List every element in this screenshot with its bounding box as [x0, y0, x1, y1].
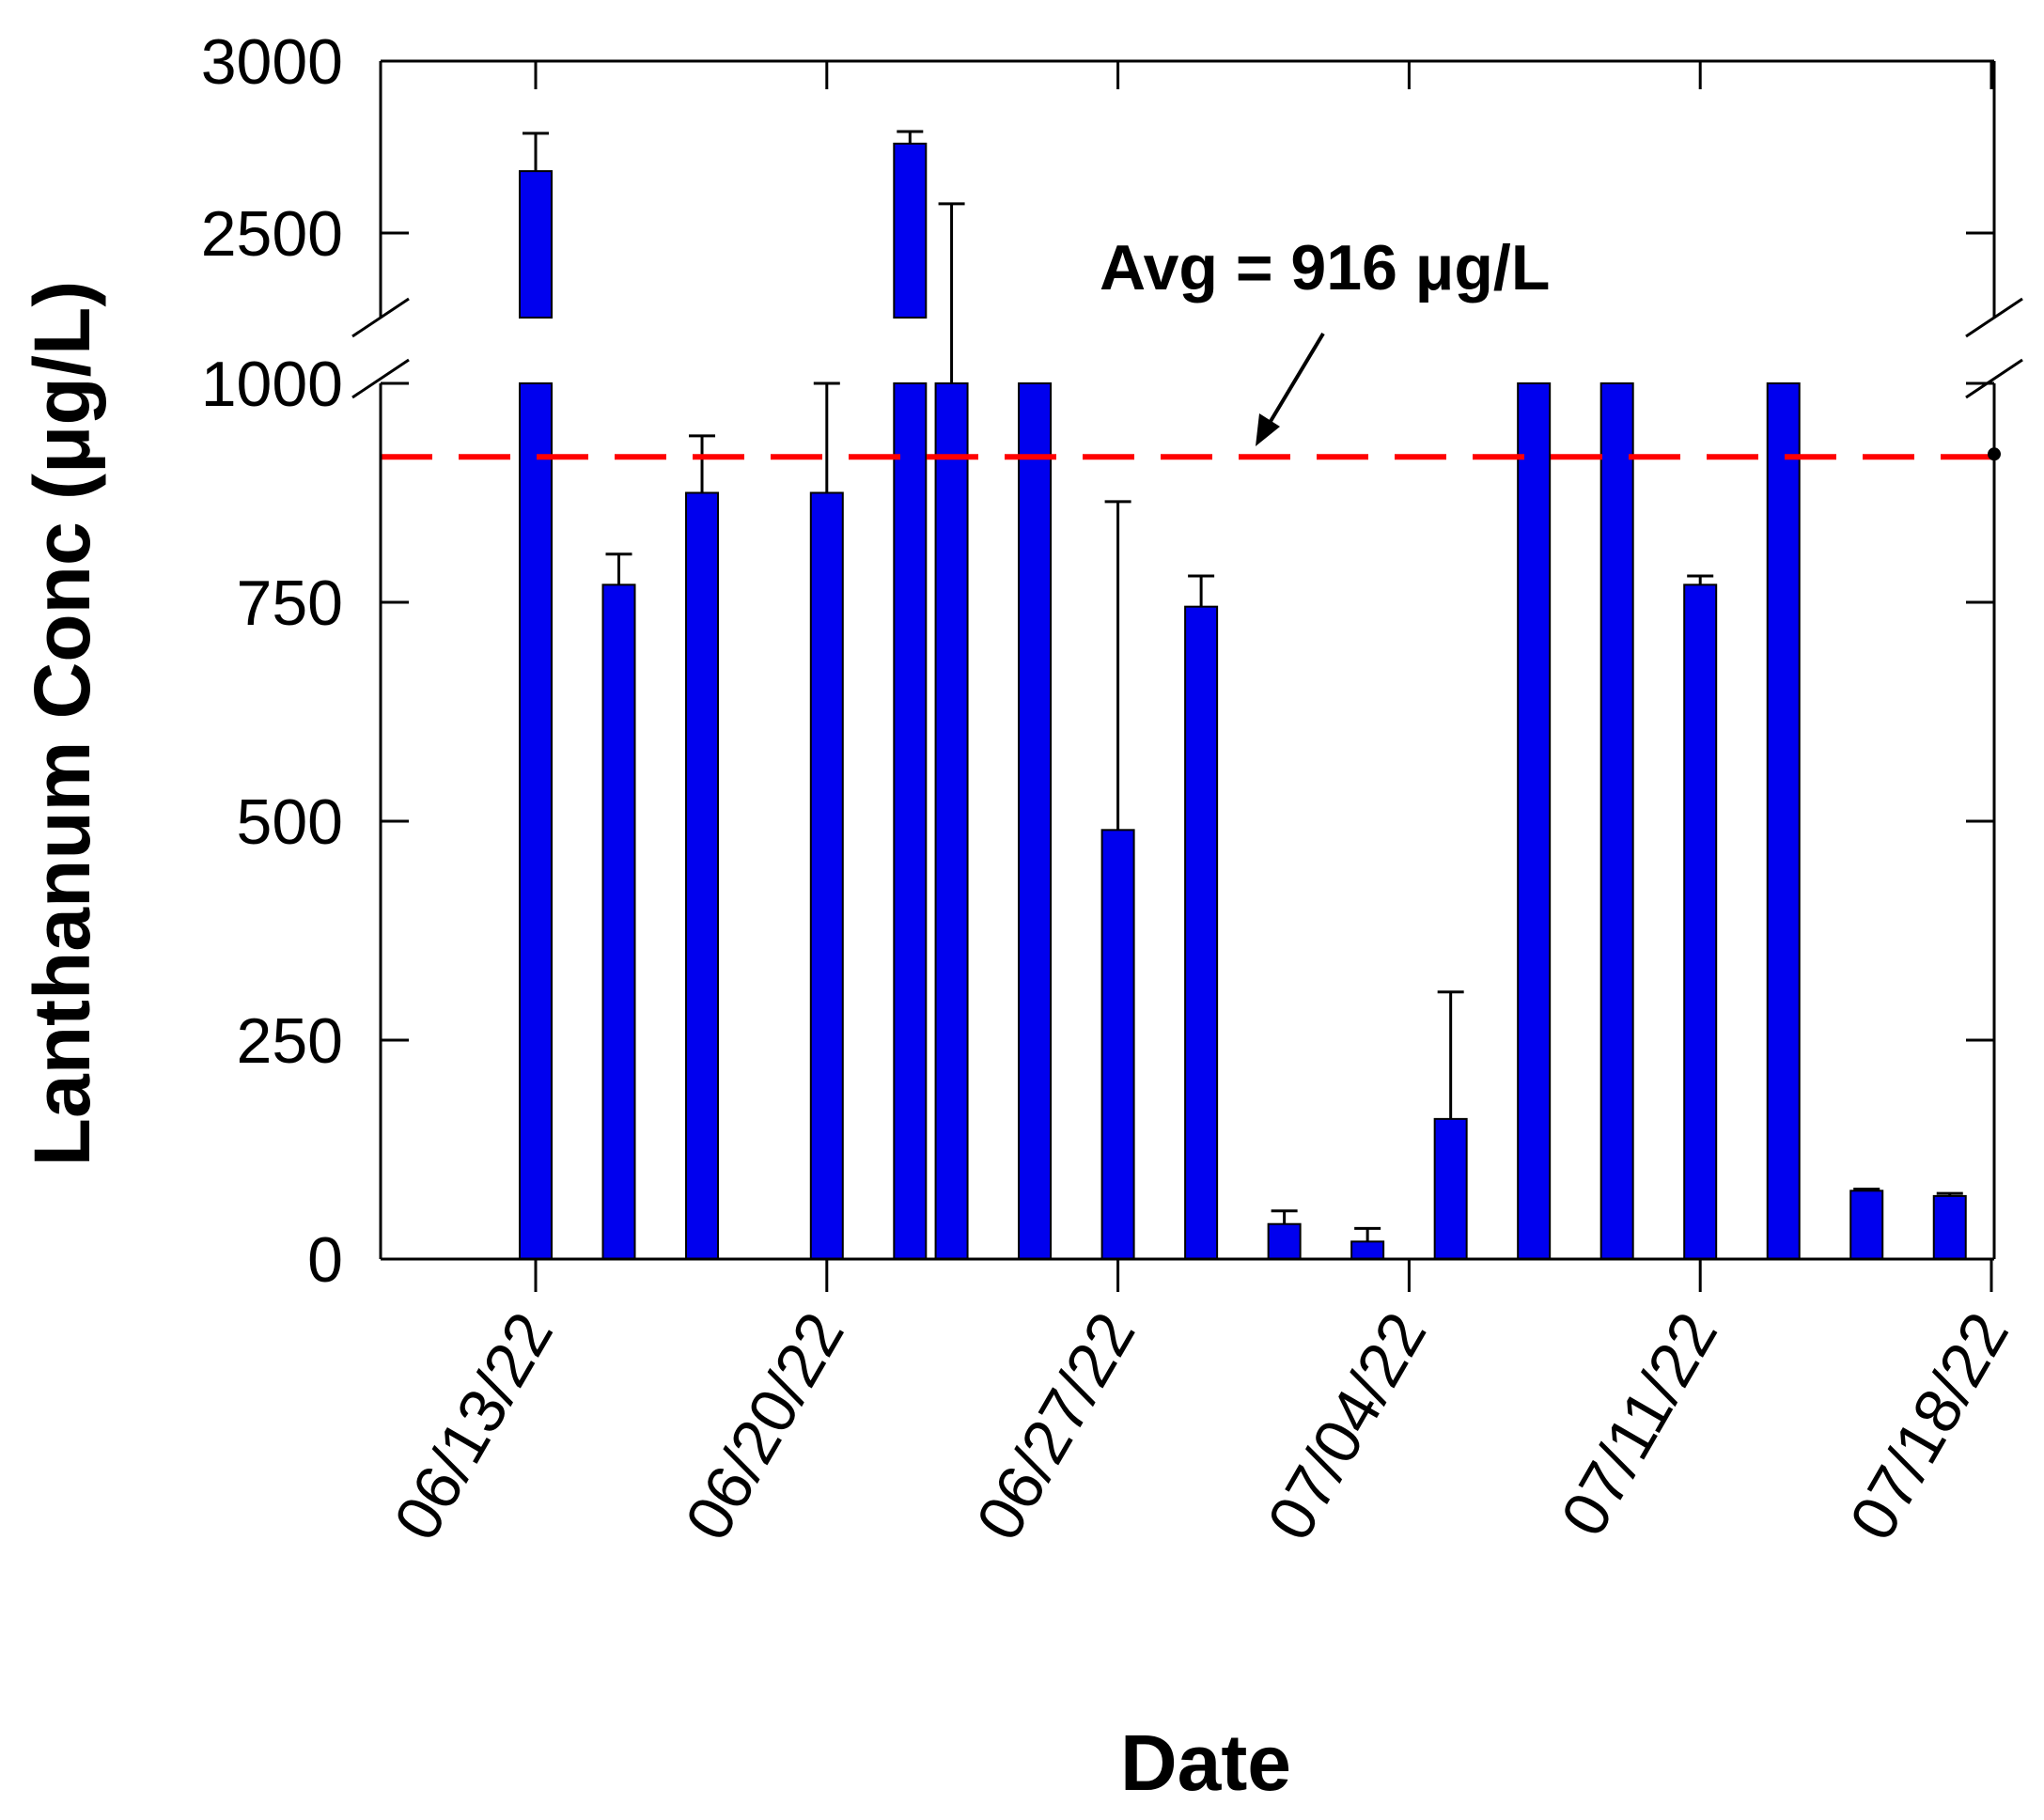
bar — [1766, 382, 1801, 1260]
bar-upper-segment — [519, 170, 553, 319]
average-line-layer — [381, 332, 2001, 461]
axis-break-mark — [351, 358, 410, 399]
average-annotation: Avg = 916 μg/L — [1100, 232, 1550, 303]
bar — [1599, 382, 1634, 1260]
bar — [934, 382, 969, 1260]
error-bars-layer — [523, 130, 1963, 1242]
bar — [809, 491, 844, 1260]
y-tick-label: 2500 — [201, 198, 343, 270]
y-axis-title: Lanthanum Conc (μg/L) — [18, 281, 106, 1167]
axis-break-mark — [1965, 297, 2023, 338]
bar — [1018, 382, 1053, 1260]
y-tick-label: 3000 — [201, 26, 343, 98]
bar — [1433, 1117, 1468, 1260]
bar — [1350, 1240, 1385, 1260]
y-tick-label: 1000 — [201, 349, 343, 420]
bar — [1683, 583, 1718, 1260]
x-tick-label: 07/11/22 — [1548, 1301, 1732, 1548]
annotation-arrowhead — [1256, 413, 1280, 446]
bar — [1100, 829, 1135, 1260]
y-tick-label: 750 — [237, 568, 343, 639]
x-tick-label: 06/27/22 — [962, 1301, 1148, 1552]
x-tick-label: 06/20/22 — [672, 1301, 858, 1552]
y-tick-label: 250 — [237, 1005, 343, 1077]
bars-layer — [519, 142, 1967, 1260]
x-tick-label: 07/04/22 — [1254, 1301, 1440, 1552]
y-tick-label: 500 — [237, 786, 343, 858]
bar — [1932, 1194, 1967, 1260]
bar — [1267, 1222, 1302, 1260]
axis-break-mark — [351, 297, 410, 338]
ticks-layer — [381, 59, 1994, 1292]
bar — [1184, 605, 1219, 1260]
y-tick-label: 0 — [307, 1224, 343, 1296]
x-tick-label: 06/13/22 — [381, 1301, 567, 1552]
bar — [519, 382, 553, 1260]
bar-upper-segment — [893, 142, 928, 319]
bar — [1517, 382, 1552, 1260]
bar — [601, 583, 636, 1260]
axis-break-mark — [1965, 358, 2023, 399]
bar — [685, 491, 720, 1260]
bar — [893, 382, 928, 1260]
x-axis-title: Date — [1120, 1719, 1291, 1807]
annotation-arrow — [1262, 332, 1325, 434]
bar — [1849, 1190, 1884, 1260]
x-tick-label: 07/18/22 — [1836, 1301, 2022, 1552]
